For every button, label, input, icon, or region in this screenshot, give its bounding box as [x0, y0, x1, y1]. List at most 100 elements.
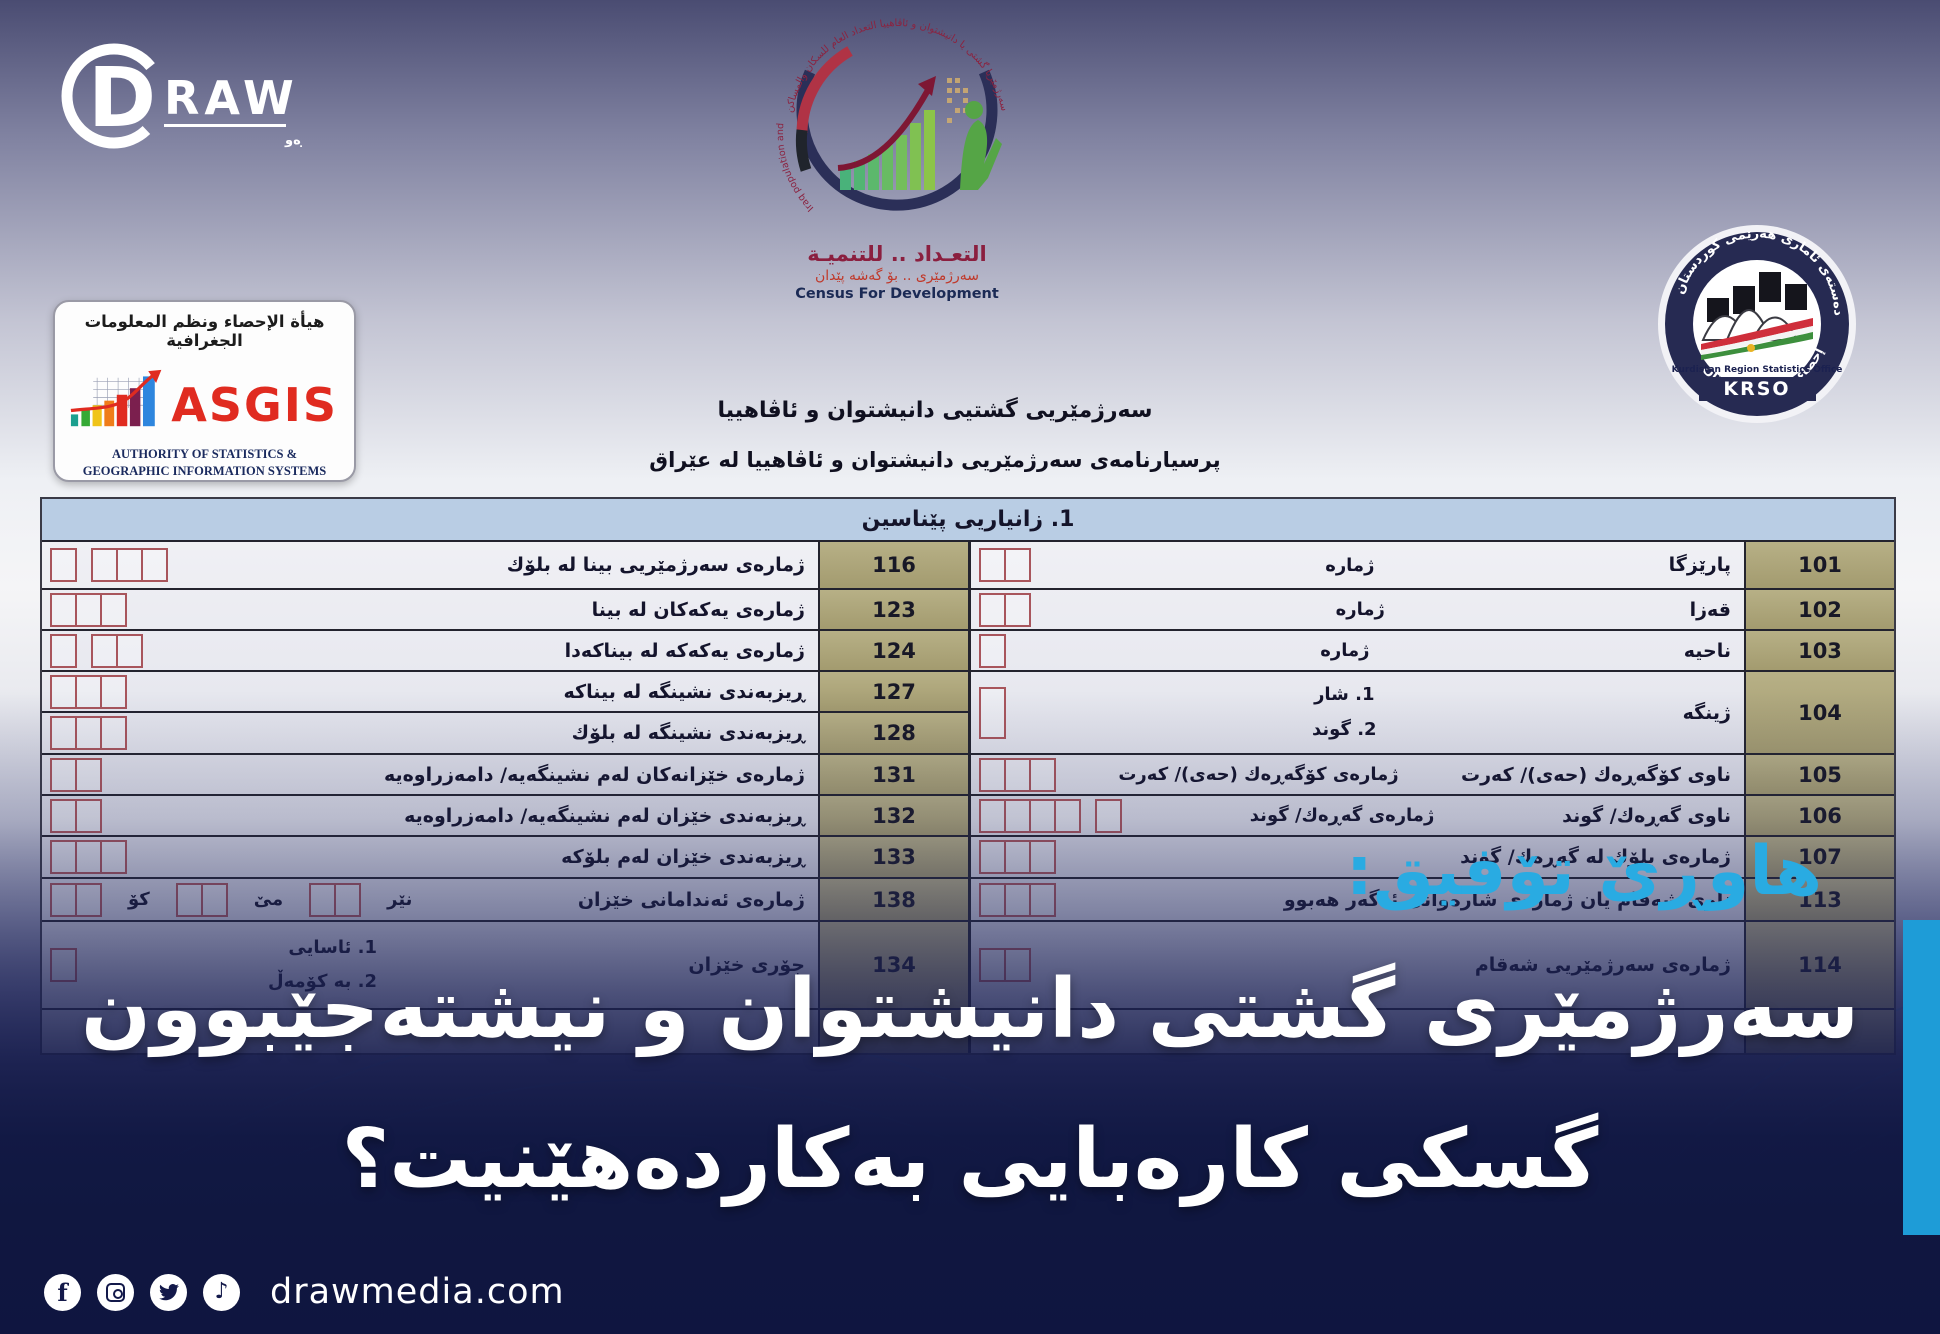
- row-number: 123: [818, 590, 968, 629]
- speaker-name: هاوڕێ تۆفیق:: [1345, 832, 1822, 911]
- twitter-icon[interactable]: [150, 1273, 187, 1311]
- census-buildings-dots: [947, 78, 968, 123]
- asgis-bar-chart: [70, 369, 162, 427]
- environment-options: 1. شار 2. گوند: [1312, 684, 1377, 740]
- asgis-caption-line2: GEOGRAPHIC INFORMATION SYSTEMS: [82, 463, 327, 478]
- row-label: ژمارەی خێزانەکان لەم نشینگەیە/ دامەزراوە…: [383, 763, 805, 786]
- row-label: ناوی گەڕەك/ گوند: [1562, 804, 1731, 827]
- headline-line1: سەرژمێری گشتی دانیشتوان و نیشتەجێبوون: [80, 962, 1860, 1057]
- answer-boxes: [50, 674, 127, 709]
- asgis-caption-line1: AUTHORITY OF STATISTICS &: [111, 447, 298, 461]
- form-row: ژمارەی سەرژمێریی بینا لە بلۆك 116: [42, 542, 968, 588]
- form-row: ڕیزبەندی خێزان لەم نشینگەیە/ دامەزراوەیە…: [42, 794, 968, 835]
- row-number: 133: [818, 837, 968, 877]
- form-row: ژمارەی خێزانەکان لەم نشینگەیە/ دامەزراوە…: [42, 753, 968, 794]
- form-section-header: 1. زانیاریی پێناسین: [42, 499, 1894, 542]
- answer-boxes: [979, 840, 1056, 874]
- blue-accent-bar: [1903, 920, 1940, 1235]
- draw-logo-word: RAW: [164, 71, 299, 125]
- form-subtitle: پرسیارنامەی سەرژمێریی دانیشتوان و ئاڤاهی…: [649, 448, 1221, 472]
- form-row: ژمارەی یەکەکە لە بیناکەدا 124: [42, 629, 968, 670]
- answer-boxes: [979, 798, 1122, 833]
- answer-boxes: [50, 592, 127, 627]
- draw-media-logo: D RAW دامەزراوەی میدیایی درەو: [61, 43, 302, 149]
- total-label: کۆ: [128, 889, 150, 910]
- row-number: 128: [818, 713, 968, 753]
- form-row: ڕیزبەندی خێزان لەم بلۆکە 133: [42, 835, 968, 877]
- row-answer-label: ژماره: [1320, 640, 1370, 661]
- male-label: نێر: [387, 889, 413, 910]
- row-number: 132: [818, 796, 968, 835]
- asgis-title-arabic: هيأة الإحصاء ونظم المعلومات الجغرافية: [84, 312, 325, 350]
- census-logo: سەرژمێریا گشتی یا دانیشتوان و ئاڤاهییا ا…: [719, 10, 1072, 308]
- answer-boxes: [50, 548, 168, 582]
- row-number: 102: [1744, 590, 1894, 629]
- asgis-logo: هيأة الإحصاء ونظم المعلومات الجغرافية AS…: [53, 300, 356, 482]
- asgis-acronym: ASGIS: [171, 378, 338, 432]
- form-row: ڕیزبەندی نشینگە لە بیناکە 127: [42, 670, 968, 711]
- row-answer-label: ژماره: [1335, 599, 1385, 620]
- row-label: ژمارەی سەرژمێریی بینا لە بلۆك: [506, 554, 805, 576]
- census-title-ar: التعـداد .. للتنميـة: [807, 242, 987, 266]
- svg-text:سەرژمێریا گشتی یا دانیشتوان و: سەرژمێریا گشتی یا دانیشتوان و ئاڤاهییا ا…: [784, 18, 1010, 114]
- answer-boxes: [979, 592, 1031, 627]
- answer-boxes: [979, 686, 1006, 739]
- krso-office-text: Kurdistan Region Statistics Office: [1672, 365, 1843, 375]
- form-row: ژماره پارێزگا 101: [971, 542, 1894, 588]
- row-label: ڕیزبەندی نشینگە لە بیناکە: [563, 680, 805, 703]
- row-label: ناوی کۆگەڕەك (حەی)/ کەرت: [1461, 763, 1731, 786]
- answer-boxes: [50, 633, 143, 668]
- row-label: ناحیه: [1683, 639, 1731, 662]
- krso-bars: [1707, 272, 1807, 322]
- draw-logo-d: D: [88, 51, 156, 146]
- row-label: ژمارەی ئەندامانی خێزان: [577, 888, 805, 911]
- draw-logo-tagline: دامەزراوەی میدیایی درەو: [284, 133, 302, 148]
- answer-boxes: [979, 633, 1006, 668]
- form-title: سەرژمێریی گشتیی دانیشتوان و ئاڤاهییا: [717, 398, 1153, 423]
- form-row: ڕیزبەندی نشینگە لە بلۆك 128: [42, 711, 968, 753]
- census-arc-text-ar: سەرژمێریا گشتی یا دانیشتوان و ئاڤاهییا ا…: [784, 18, 1009, 114]
- facebook-icon[interactable]: f: [44, 1273, 81, 1311]
- tiktok-icon[interactable]: ♪: [203, 1273, 240, 1311]
- answer-boxes: [50, 840, 127, 874]
- row-number: 101: [1744, 542, 1894, 588]
- row-number: 105: [1744, 755, 1894, 794]
- krso-logo: دەستەی ئاماری هەرێمی کوردستان هيئة إحصاء…: [1655, 222, 1856, 423]
- instagram-icon[interactable]: [97, 1273, 134, 1311]
- census-title-ku: سەرژمێری .. بۆ گەشە پێدان: [814, 268, 980, 284]
- row-answer-label: ژمارەی گەڕەك/ گوند: [1249, 805, 1435, 826]
- row-number: 106: [1744, 796, 1894, 835]
- row-answer-label: ژماره: [1325, 554, 1375, 576]
- row-number: 116: [818, 542, 968, 588]
- row-number: 127: [818, 672, 968, 711]
- row-number: 103: [1744, 631, 1894, 670]
- form-row: ژماره قەزا 102: [971, 588, 1894, 629]
- answer-boxes: [979, 757, 1056, 792]
- form-row: کۆ مێ نێر ژمارەی ئەندامانی خێزان 138: [42, 877, 968, 920]
- footer-bar: f ♪ drawmedia.com: [44, 1272, 565, 1312]
- answer-boxes: [50, 798, 102, 833]
- answer-boxes: [50, 757, 102, 792]
- household-count-boxes: کۆ مێ نێر: [50, 882, 413, 917]
- row-number: 138: [818, 879, 968, 920]
- row-label: ڕیزبەندی نشینگە لە بلۆك: [571, 722, 805, 744]
- form-row: ژمارەی کۆگەڕەك (حەی)/ کەرت ناوی کۆگەڕەك …: [971, 753, 1894, 794]
- row-label: پارێزگا: [1668, 554, 1731, 576]
- form-row: 1. شار 2. گوند ژینگه 104: [971, 670, 1894, 753]
- answer-boxes: [979, 548, 1031, 582]
- headline-line2: گسکی کارەبایی بەکاردەهێنیت؟: [341, 1112, 1599, 1207]
- row-answer-label: ژمارەی کۆگەڕەك (حەی)/ کەرت: [1118, 764, 1399, 785]
- row-number: 131: [818, 755, 968, 794]
- row-label: قەزا: [1689, 598, 1731, 621]
- row-label: ڕیزبەندی خێزان لەم بلۆکە: [561, 846, 805, 868]
- row-label: ڕیزبەندی خێزان لەم نشینگەیە/ دامەزراوەیە: [404, 804, 805, 827]
- row-label: ژینگه: [1682, 701, 1731, 724]
- form-row: ژمارەی یەکەکان لە بینا 123: [42, 588, 968, 629]
- row-number: 124: [818, 631, 968, 670]
- row-label: ژمارەی یەکەکە لە بیناکەدا: [564, 639, 805, 662]
- form-row: ژماره ناحیه 103: [971, 629, 1894, 670]
- website-url[interactable]: drawmedia.com: [270, 1272, 565, 1312]
- census-bar-chart: [840, 110, 935, 190]
- census-logo-emblem: سەرژمێریا گشتی یا دانیشتوان و ئاڤاهییا ا…: [719, 10, 1010, 214]
